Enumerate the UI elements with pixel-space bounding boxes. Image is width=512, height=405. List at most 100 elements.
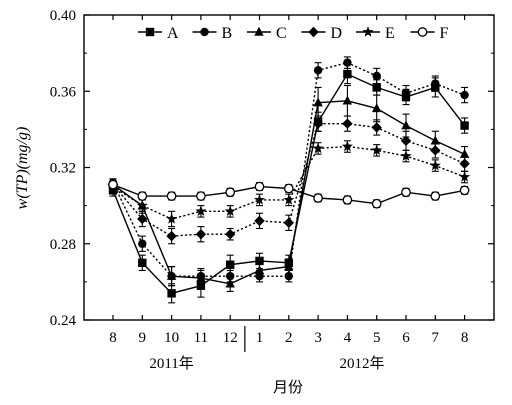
y-tick-label: 0.36	[50, 84, 77, 100]
diamond-marker	[225, 229, 236, 240]
x-tick-label: 3	[314, 330, 322, 346]
star-marker	[166, 213, 178, 224]
open-circle-marker	[137, 191, 148, 201]
open-circle-marker	[401, 187, 411, 198]
legend-item-F: F	[410, 25, 449, 42]
series-line	[112, 145, 465, 220]
y-axis-label: w(TP)(mg/g)	[14, 127, 31, 210]
triangle-marker	[225, 278, 235, 288]
y-tick-label: 0.28	[50, 237, 76, 253]
square-marker	[460, 121, 469, 130]
star-marker	[341, 140, 353, 152]
open-circle-marker	[196, 191, 206, 201]
series-layer	[107, 56, 471, 304]
x-tick-label: 4	[344, 330, 352, 346]
star-marker	[362, 26, 374, 37]
series-B	[108, 56, 469, 287]
x-tick-label: 9	[139, 330, 147, 346]
legend-label: C	[276, 25, 287, 42]
circle-marker	[138, 239, 147, 248]
diamond-marker	[308, 26, 319, 38]
legend: A B C D E F	[138, 25, 449, 42]
circle-marker	[372, 71, 381, 81]
triangle-marker	[372, 103, 382, 113]
legend-item-C: C	[247, 25, 287, 42]
diamond-marker	[166, 230, 177, 242]
x-tick-label: 1	[256, 330, 264, 346]
diamond-marker	[312, 118, 324, 129]
legend-item-B: B	[192, 25, 233, 42]
open-circle-marker	[342, 195, 353, 205]
star-marker	[224, 205, 236, 217]
triangle-marker	[284, 261, 294, 271]
square-marker	[145, 27, 155, 37]
circle-marker	[313, 66, 323, 75]
legend-item-A: A	[138, 25, 179, 42]
triangle-marker	[254, 265, 265, 275]
y-tick-label: 0.40	[50, 8, 76, 24]
x-tick-label: 12	[223, 330, 238, 346]
legend-label: A	[167, 25, 179, 42]
circle-marker	[200, 27, 209, 37]
x-tick-label: 8	[461, 330, 469, 346]
triangle-marker	[342, 95, 353, 105]
square-marker	[138, 258, 147, 268]
legend-label: B	[222, 25, 233, 42]
y-tick-label: 0.32	[50, 161, 76, 177]
x-tick-label: 2	[285, 330, 293, 346]
open-circle-marker	[417, 27, 428, 37]
circle-marker	[401, 88, 411, 98]
star-marker	[371, 144, 383, 156]
legend-label: D	[331, 25, 343, 42]
series-F	[108, 179, 470, 209]
y-tick-label: 0.24	[50, 313, 77, 329]
diamond-marker	[430, 145, 441, 156]
diamond-marker	[459, 158, 470, 169]
legend-item-D: D	[301, 25, 343, 42]
x-tick-label: 7	[432, 330, 440, 346]
x-tick-label: 10	[164, 330, 179, 346]
star-marker	[459, 171, 471, 182]
star-marker	[400, 150, 412, 161]
square-marker	[255, 256, 264, 266]
open-circle-marker	[371, 198, 382, 209]
open-circle-marker	[283, 183, 294, 194]
diamond-marker	[195, 229, 207, 240]
year-group-label: 2011年	[149, 355, 193, 372]
legend-item-E: E	[356, 25, 395, 42]
diamond-marker	[371, 122, 382, 133]
diamond-marker	[400, 135, 412, 147]
legend-label: E	[385, 25, 395, 42]
open-circle-marker	[108, 179, 118, 190]
open-circle-marker	[430, 191, 441, 201]
series-E	[107, 140, 471, 228]
open-circle-marker	[166, 191, 177, 201]
open-circle-marker	[313, 193, 323, 203]
square-marker	[372, 83, 381, 92]
series-D	[107, 115, 470, 245]
circle-marker	[343, 58, 352, 67]
triangle-marker	[313, 97, 323, 107]
square-marker	[167, 289, 176, 298]
x-axis-label: 月份	[273, 379, 303, 396]
legend-label: F	[440, 25, 449, 42]
open-circle-marker	[459, 185, 470, 196]
diamond-marker	[283, 217, 294, 228]
x-tick-label: 5	[373, 330, 381, 346]
circle-marker	[460, 90, 469, 100]
circle-marker	[431, 79, 440, 88]
star-marker	[136, 199, 148, 211]
x-tick-label: 6	[402, 330, 410, 346]
star-marker	[312, 142, 324, 154]
diamond-marker	[137, 213, 148, 225]
year-group-label: 2012年	[340, 355, 385, 372]
x-tick-label: 8	[109, 330, 117, 346]
star-marker	[195, 205, 207, 217]
triangle-marker	[196, 272, 206, 282]
diamond-marker	[254, 215, 265, 227]
open-circle-marker	[225, 187, 236, 198]
star-marker	[253, 194, 266, 205]
square-marker	[343, 69, 352, 79]
star-marker	[283, 194, 295, 205]
square-marker	[226, 260, 235, 269]
